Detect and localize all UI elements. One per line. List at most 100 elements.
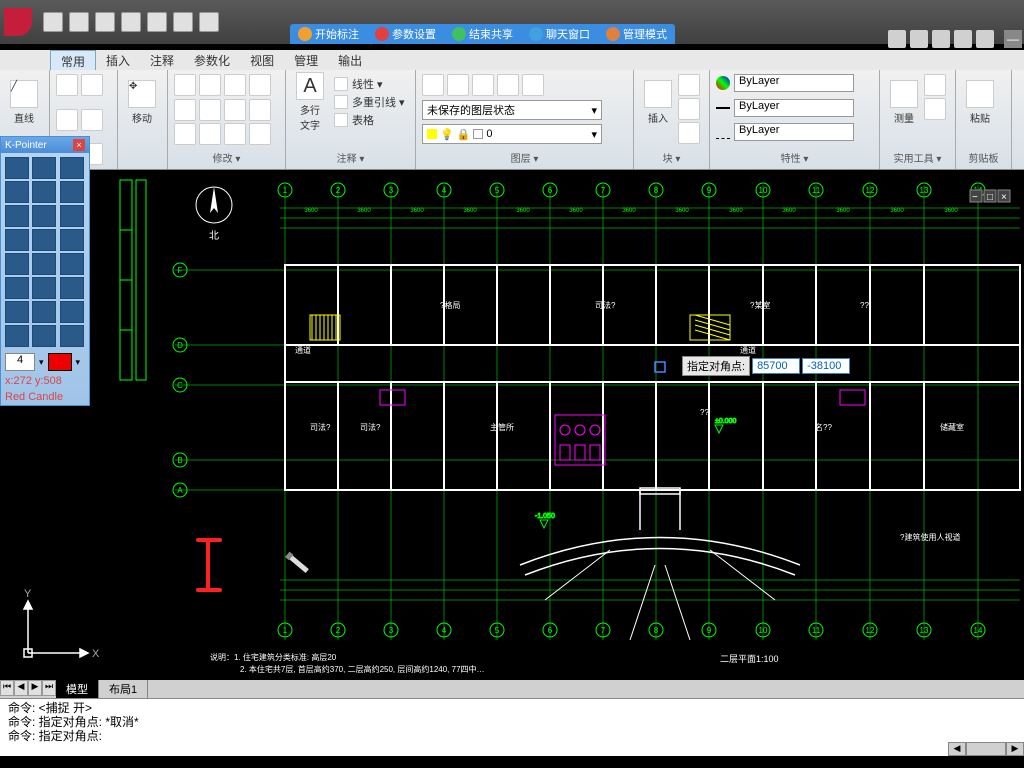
layout-tab-layout1[interactable]: 布局1 [99,680,148,698]
menu-tab-param[interactable]: 参数化 [184,50,240,70]
pal-btn[interactable] [5,205,29,227]
pal-btn[interactable] [32,277,56,299]
util2-button[interactable] [924,98,946,120]
copy-button[interactable] [174,74,196,96]
cmd-current-line[interactable]: 命令: 指定对角点: [8,729,1016,743]
pal-btn[interactable] [60,229,84,251]
pal-btn[interactable] [32,229,56,251]
pal-btn[interactable] [60,157,84,179]
pal-btn[interactable] [32,157,56,179]
qat-save[interactable] [95,12,115,32]
rect-button[interactable] [81,109,103,131]
edit-attr-button[interactable] [678,122,700,144]
offset-button[interactable] [199,123,221,145]
pal-btn[interactable] [5,229,29,251]
palette-titlebar[interactable]: K-Pointer × [1,137,89,153]
key-icon[interactable] [910,30,928,48]
search-icon[interactable] [888,30,906,48]
pal-btn[interactable] [60,253,84,275]
qat-redo[interactable] [147,12,167,32]
layer-color-button[interactable] [522,74,544,96]
exchange-icon[interactable] [932,30,950,48]
pal-btn[interactable] [32,181,56,203]
layer-state-combo[interactable]: 未保存的图层状态▾ [422,100,602,120]
tab-last-button[interactable]: ⏭ [42,680,56,696]
star-icon[interactable] [954,30,972,48]
menu-tab-output[interactable]: 输出 [328,50,372,70]
pal-btn[interactable] [60,301,84,323]
pal-btn[interactable] [5,181,29,203]
mtext-button[interactable]: A多行 文字 [292,74,328,130]
mleader-button[interactable]: 多重引线 ▾ [334,94,405,110]
layout-tab-model[interactable]: 模型 [56,680,99,698]
minimize-button[interactable]: — [1004,30,1022,48]
fillet-button[interactable] [224,74,246,96]
line-button[interactable]: ╱直线 [6,74,42,130]
dim-linear-button[interactable]: 线性 ▾ [334,76,405,92]
qat-new[interactable] [43,12,63,32]
pal-btn[interactable] [32,205,56,227]
paste-button[interactable]: 粘贴 [962,74,998,130]
palette-close-button[interactable]: × [73,139,85,151]
extend-button[interactable] [249,99,271,121]
help-icon[interactable] [976,30,994,48]
move-button[interactable]: ✥移动 [124,74,160,130]
layer-props-button[interactable] [422,74,444,96]
menu-tab-manage[interactable]: 管理 [284,50,328,70]
layer-combo[interactable]: 💡🔒0▾ [422,124,602,144]
stretch-button[interactable] [174,99,196,121]
explode-button[interactable] [249,123,271,145]
arc-button[interactable] [56,74,78,96]
erase-button[interactable] [224,123,246,145]
cmd-scroll-right[interactable]: ▶ [1006,742,1024,756]
pline-button[interactable] [56,109,78,131]
util1-button[interactable] [924,74,946,96]
measure-button[interactable]: 测量 [886,74,922,130]
color-combo[interactable]: ByLayer [734,74,854,92]
app-logo[interactable] [4,8,32,36]
menu-tab-common[interactable]: 常用 [50,50,96,70]
tab-prev-button[interactable]: ◀ [14,680,28,696]
edit-block-button[interactable] [678,98,700,120]
layer-freeze-button[interactable] [472,74,494,96]
pal-btn[interactable] [60,277,84,299]
tab-next-button[interactable]: ▶ [28,680,42,696]
pal-btn[interactable] [32,301,56,323]
qat-open[interactable] [69,12,89,32]
layer-lock-button[interactable] [497,74,519,96]
pal-btn[interactable] [60,205,84,227]
qat-print[interactable] [173,12,193,32]
cmd-scroll-left[interactable]: ◀ [948,742,966,756]
menu-tab-view[interactable]: 视图 [240,50,284,70]
pal-btn[interactable] [60,325,84,347]
cmd-scroll-track[interactable] [966,742,1006,756]
pal-btn[interactable] [5,157,29,179]
pal-btn[interactable] [5,301,29,323]
pal-btn[interactable] [5,325,29,347]
drawing-area[interactable]: 123 456 789 101112 1314 123 456 789 1011… [100,170,1024,680]
trim-button[interactable] [224,99,246,121]
menu-tab-insert[interactable]: 插入 [96,50,140,70]
pal-btn[interactable] [60,181,84,203]
palette-color-swatch[interactable] [48,353,72,371]
array-button[interactable] [249,74,271,96]
dyn-input-x[interactable]: 85700 [752,358,800,374]
circle-button[interactable] [81,74,103,96]
kpointer-palette[interactable]: K-Pointer × 4 ▾ ▾ x:272 y:508 Red Candle [0,136,90,406]
linetype-combo[interactable]: ByLayer [734,123,854,141]
collab-tab-4[interactable]: 管理模式 [598,24,675,44]
scale-button[interactable] [174,123,196,145]
pal-btn[interactable] [5,277,29,299]
create-block-button[interactable] [678,74,700,96]
insert-button[interactable]: 插入 [640,74,676,130]
collab-tab-0[interactable]: 开始标注 [290,24,367,44]
qat-more[interactable] [199,12,219,32]
pal-btn[interactable] [5,253,29,275]
table-button[interactable]: 表格 [334,112,405,128]
menu-tab-annotate[interactable]: 注释 [140,50,184,70]
command-line[interactable]: 命令: <捕捉 开> 命令: 指定对角点: *取消* 命令: 指定对角点: ◀ … [0,698,1024,756]
tab-first-button[interactable]: ⏮ [0,680,14,696]
mirror-button[interactable] [199,74,221,96]
qat-undo[interactable] [121,12,141,32]
pal-btn[interactable] [32,253,56,275]
